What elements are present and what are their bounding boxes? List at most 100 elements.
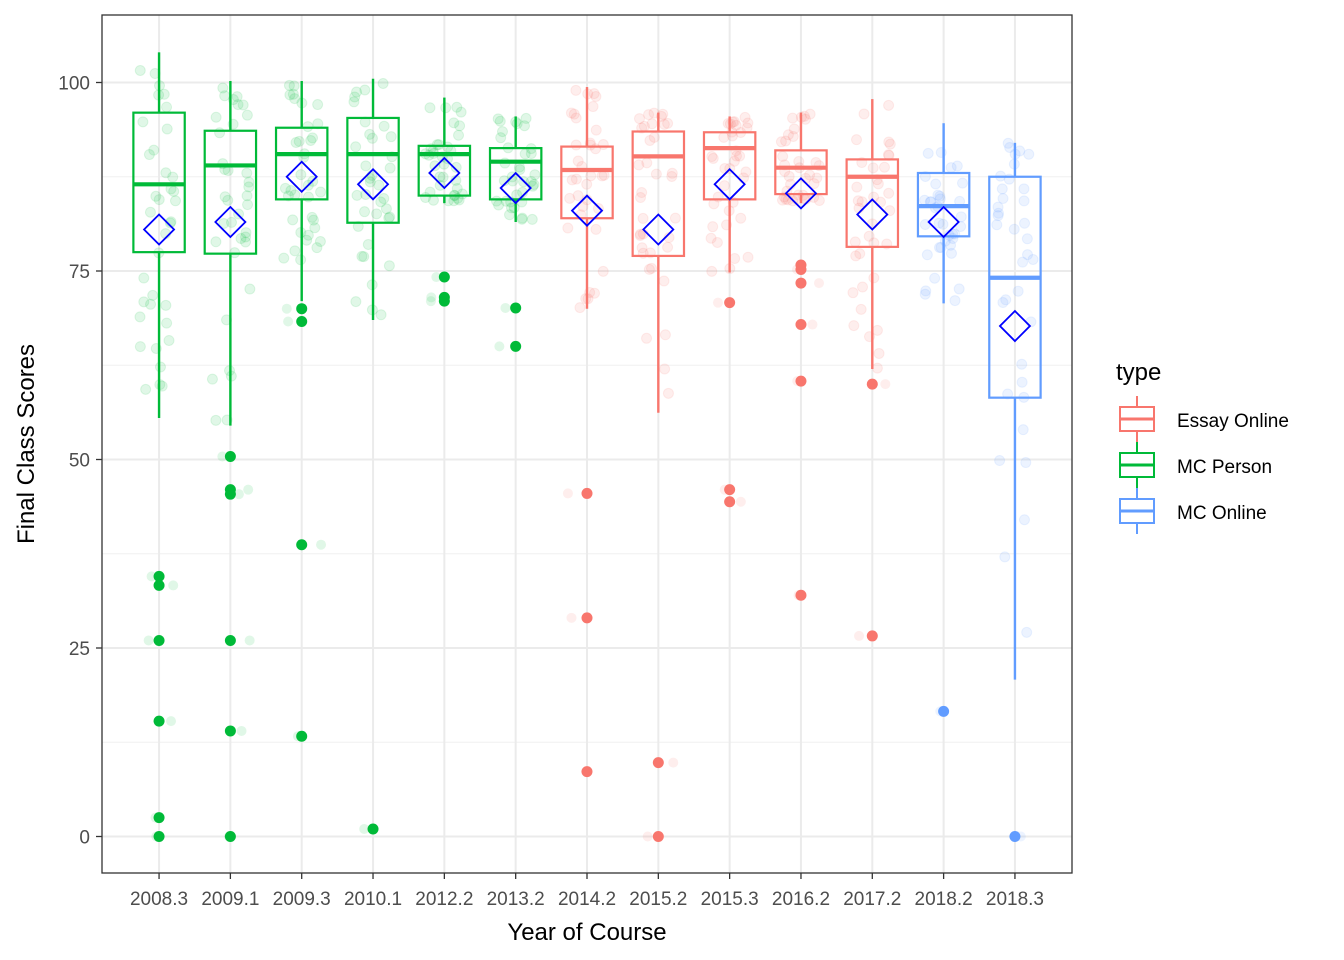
jitter-point bbox=[235, 232, 247, 244]
jitter-point bbox=[581, 178, 593, 190]
jitter-point bbox=[868, 272, 880, 284]
jitter-point bbox=[1002, 388, 1014, 400]
jitter-point bbox=[883, 136, 895, 148]
jitter-point bbox=[662, 117, 674, 129]
jitter-point bbox=[218, 217, 230, 229]
mean-marker bbox=[285, 160, 318, 194]
jitter-point bbox=[997, 297, 1009, 309]
mean-marker bbox=[428, 156, 461, 190]
jitter-point bbox=[726, 130, 738, 142]
x-tick-label: 2015.3 bbox=[701, 889, 759, 910]
box-2009.1 bbox=[203, 129, 258, 255]
jitter-point bbox=[577, 200, 589, 212]
jitter-point bbox=[951, 160, 963, 172]
jitter-point bbox=[496, 126, 508, 138]
jitter-point bbox=[634, 229, 646, 241]
y-tick-label: 0 bbox=[79, 828, 90, 849]
jitter-point bbox=[168, 580, 179, 591]
jitter-point bbox=[635, 192, 647, 204]
jitter-point bbox=[371, 208, 383, 220]
jitter-point bbox=[352, 220, 364, 232]
jitter-point bbox=[494, 115, 506, 127]
mean-markers bbox=[142, 156, 1032, 343]
outlier-point bbox=[153, 831, 165, 842]
jitter-point bbox=[994, 455, 1006, 467]
jitter-point bbox=[562, 222, 574, 234]
jitter-point bbox=[590, 124, 602, 136]
jitter-point bbox=[1012, 285, 1024, 297]
jitter-point bbox=[166, 716, 177, 727]
jitter-point bbox=[570, 84, 582, 96]
jitter-point bbox=[514, 164, 526, 176]
outlier-point bbox=[510, 340, 522, 352]
jitter-point bbox=[219, 191, 231, 203]
jitter-point bbox=[378, 120, 390, 132]
jitter-point bbox=[364, 176, 376, 188]
jitter-point bbox=[134, 311, 146, 323]
jitter-point bbox=[375, 196, 387, 208]
jitter-point bbox=[562, 488, 573, 499]
jitter-point bbox=[568, 108, 580, 120]
jitter-point bbox=[669, 212, 681, 224]
jitter-point bbox=[564, 192, 576, 204]
jitter-point bbox=[739, 111, 751, 123]
outlier-point bbox=[224, 725, 236, 737]
jitter-point bbox=[243, 176, 255, 188]
jitter-point bbox=[210, 236, 222, 248]
outlier-point bbox=[296, 303, 308, 315]
jitter-point bbox=[307, 132, 319, 144]
jitter-point bbox=[525, 175, 537, 187]
outlier-point bbox=[724, 496, 736, 508]
jitter-point bbox=[431, 272, 442, 283]
jitter-point bbox=[1021, 233, 1033, 245]
jitter-point bbox=[214, 127, 226, 139]
jitter-point bbox=[492, 113, 504, 125]
jitter-point bbox=[572, 155, 584, 167]
jitter-point bbox=[1017, 424, 1029, 436]
jitter-point bbox=[163, 334, 175, 346]
jitter-point bbox=[597, 265, 609, 277]
jitter-point bbox=[383, 212, 395, 224]
jitter-point bbox=[295, 169, 307, 181]
jitter-point bbox=[349, 91, 361, 103]
jitter-point bbox=[636, 242, 648, 254]
x-tick-label: 2013.2 bbox=[487, 889, 545, 910]
jitter-point bbox=[240, 231, 252, 243]
boxes bbox=[132, 52, 1042, 680]
jitter-point bbox=[383, 260, 395, 272]
jitter-point bbox=[237, 99, 249, 111]
jitter-point bbox=[314, 235, 326, 247]
box-2014.2 bbox=[560, 145, 614, 220]
mean-marker bbox=[214, 205, 247, 239]
jitter-point bbox=[134, 64, 146, 76]
jitter-point bbox=[644, 134, 656, 146]
jitter-point bbox=[307, 214, 319, 226]
jitter-point bbox=[373, 179, 385, 191]
jitter-point bbox=[288, 80, 300, 92]
x-tick-label: 2018.3 bbox=[986, 889, 1044, 910]
jitter-point bbox=[420, 192, 432, 204]
jitter-point bbox=[243, 181, 255, 193]
jitter-point bbox=[634, 228, 646, 240]
jitter-point bbox=[520, 112, 532, 124]
jitter-point bbox=[378, 193, 390, 205]
outlier-point bbox=[866, 378, 878, 390]
jitter-point bbox=[738, 172, 750, 184]
jitter-point bbox=[730, 119, 742, 131]
jitter-point bbox=[588, 287, 600, 299]
jitter-point bbox=[241, 190, 253, 202]
jitter-point bbox=[922, 147, 934, 159]
jitter-point bbox=[241, 109, 253, 121]
jitter-point bbox=[377, 77, 389, 89]
jitter-point bbox=[434, 171, 446, 183]
jitter-point bbox=[637, 212, 649, 224]
jitter-point bbox=[134, 341, 146, 353]
jitter-point bbox=[780, 135, 792, 147]
x-tick-label: 2012.2 bbox=[415, 889, 473, 910]
jitter-point bbox=[231, 91, 243, 103]
jitter-point bbox=[955, 220, 967, 232]
y-axis-title: Final Class Scores bbox=[13, 344, 40, 544]
jitter-point bbox=[851, 181, 863, 193]
outlier-point bbox=[652, 831, 664, 842]
jitter-point bbox=[290, 136, 302, 148]
